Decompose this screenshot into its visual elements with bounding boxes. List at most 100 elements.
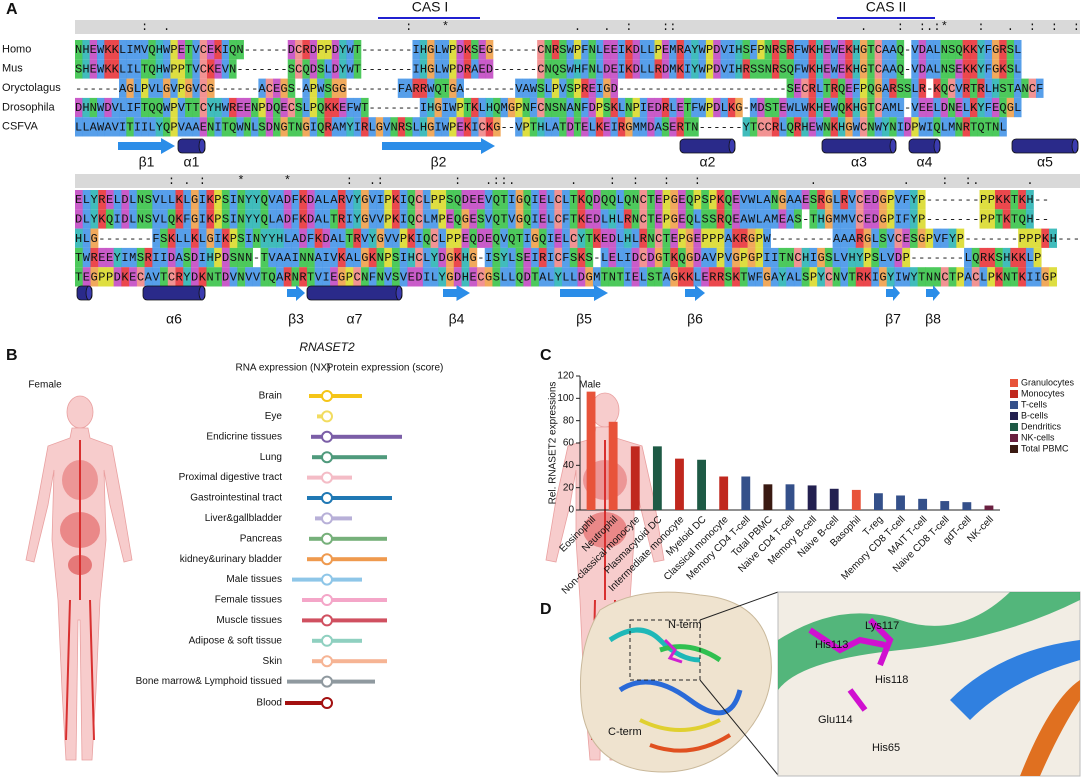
residue <box>848 267 857 287</box>
residue <box>141 40 149 60</box>
residue <box>407 267 416 287</box>
residue <box>848 247 857 268</box>
residue <box>198 267 207 287</box>
residue <box>625 40 633 60</box>
residue <box>353 190 362 210</box>
column-header: Protein expression (score) <box>327 363 444 374</box>
residue <box>331 40 340 60</box>
residue <box>848 190 857 210</box>
residue <box>446 267 455 287</box>
tissue-icon <box>321 512 333 525</box>
structure-label: β5 <box>576 311 592 327</box>
legend-swatch <box>1010 445 1018 453</box>
residue <box>185 40 193 60</box>
residue <box>111 40 120 60</box>
residue <box>631 247 640 268</box>
residue <box>632 59 641 79</box>
residue <box>625 117 633 137</box>
tissue-icon <box>321 675 333 688</box>
residue <box>471 59 479 79</box>
residue <box>75 97 83 118</box>
female-body <box>25 395 133 761</box>
residue <box>160 267 168 287</box>
residue <box>361 247 369 268</box>
residue <box>167 247 176 268</box>
residue <box>531 209 540 229</box>
residue <box>595 59 604 79</box>
sequence: DHNWDVLIFTQQWPVTTCYHWREENPDQECSLPQKKEFWT… <box>75 101 1021 115</box>
residue <box>75 267 83 287</box>
residue <box>815 40 824 60</box>
residue <box>639 97 648 118</box>
residue <box>755 228 764 248</box>
residue <box>192 117 200 137</box>
residue <box>809 247 818 268</box>
bar <box>586 391 596 510</box>
residue <box>237 247 246 268</box>
residue <box>770 209 779 229</box>
residue <box>199 40 208 60</box>
residue <box>562 228 570 248</box>
residue <box>136 190 145 210</box>
residue <box>600 247 609 268</box>
species-label: CSFVA <box>2 121 39 133</box>
residue <box>917 228 926 248</box>
residue <box>295 59 303 79</box>
rna-bar <box>302 598 327 602</box>
residue <box>133 40 142 60</box>
residue <box>815 78 824 98</box>
residue <box>214 40 222 60</box>
residue <box>940 97 949 118</box>
residue <box>947 97 956 118</box>
residue <box>258 97 266 118</box>
residue <box>735 97 743 118</box>
residue <box>229 209 238 229</box>
residue <box>456 40 464 60</box>
residue <box>492 267 501 287</box>
residue <box>309 117 318 137</box>
residue <box>569 267 578 287</box>
y-tick-label: 100 <box>557 393 574 404</box>
residue <box>522 78 531 98</box>
residue <box>185 59 193 79</box>
residue <box>581 97 589 118</box>
residue <box>453 247 462 268</box>
residue <box>623 267 632 287</box>
residue <box>163 117 171 137</box>
residue <box>152 247 161 268</box>
residue <box>537 97 545 118</box>
residue <box>82 190 91 210</box>
protein-bar <box>327 434 402 439</box>
residue <box>89 59 98 79</box>
residue <box>991 78 1000 98</box>
residue <box>962 78 971 98</box>
residue <box>113 267 122 287</box>
residue <box>260 247 269 268</box>
residue <box>324 117 332 137</box>
residue <box>537 78 545 98</box>
residue <box>569 209 578 229</box>
residue <box>732 228 741 248</box>
species-label: Homo <box>2 43 31 55</box>
residue <box>1041 228 1050 248</box>
residue <box>925 59 934 79</box>
residue <box>661 59 670 79</box>
residue <box>685 190 694 210</box>
residue <box>909 267 918 287</box>
bar <box>763 484 773 510</box>
residue <box>991 97 1000 118</box>
residue <box>894 228 903 248</box>
residue <box>705 97 714 118</box>
residue <box>809 209 818 229</box>
residue <box>886 247 895 268</box>
residue <box>984 59 993 79</box>
residue <box>324 59 332 79</box>
residue <box>889 40 897 60</box>
residue <box>492 247 501 268</box>
residue <box>595 117 604 137</box>
residue <box>361 190 369 210</box>
residue <box>345 267 354 287</box>
residue <box>708 190 717 210</box>
residue <box>683 59 692 79</box>
